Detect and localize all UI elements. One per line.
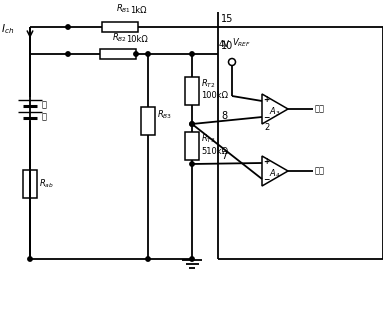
Circle shape <box>66 52 70 56</box>
Text: $R_{B1}$: $R_{B1}$ <box>116 3 131 15</box>
Text: $R_{B3}$: $R_{B3}$ <box>157 109 172 121</box>
Text: +: + <box>263 158 269 167</box>
Text: −: − <box>263 175 269 184</box>
Circle shape <box>146 257 150 261</box>
Text: $V_{REF}$: $V_{REF}$ <box>232 36 251 49</box>
Text: 电: 电 <box>42 100 47 109</box>
Bar <box>185 132 199 160</box>
Circle shape <box>190 122 194 126</box>
Text: 2: 2 <box>264 122 269 131</box>
Circle shape <box>190 162 194 166</box>
Circle shape <box>146 52 150 56</box>
Text: 低温: 低温 <box>315 105 325 114</box>
Text: $A_4$: $A_4$ <box>269 168 281 180</box>
Bar <box>185 77 199 105</box>
Bar <box>100 49 136 59</box>
Bar <box>102 22 138 32</box>
Text: −: − <box>263 114 269 122</box>
Circle shape <box>190 122 194 126</box>
Circle shape <box>190 257 194 261</box>
Bar <box>141 107 155 135</box>
Text: 1kΩ: 1kΩ <box>130 6 147 15</box>
Text: 100kΩ: 100kΩ <box>201 92 228 100</box>
Text: $R_{B2}$: $R_{B2}$ <box>112 32 127 44</box>
Text: $A_3$: $A_3$ <box>269 106 281 118</box>
Text: 10kΩ: 10kΩ <box>126 35 148 44</box>
Text: $R_{T3}$: $R_{T3}$ <box>201 133 216 145</box>
Bar <box>23 170 37 198</box>
Text: 15: 15 <box>221 14 233 24</box>
Text: 池: 池 <box>42 113 47 122</box>
Text: 7: 7 <box>221 151 227 161</box>
Circle shape <box>66 25 70 29</box>
Text: $I_{ch}$: $I_{ch}$ <box>1 22 14 36</box>
Text: 10: 10 <box>221 41 233 51</box>
Circle shape <box>28 257 32 261</box>
Text: 510kΩ: 510kΩ <box>201 146 228 155</box>
Text: $R_{ab}$: $R_{ab}$ <box>39 178 54 190</box>
Text: 4V: 4V <box>219 40 230 49</box>
Text: +: + <box>263 95 269 105</box>
Text: 8: 8 <box>221 111 227 121</box>
Circle shape <box>190 52 194 56</box>
Text: $R_{T2}$: $R_{T2}$ <box>201 78 216 90</box>
Circle shape <box>134 52 138 56</box>
Text: 高温: 高温 <box>315 167 325 175</box>
